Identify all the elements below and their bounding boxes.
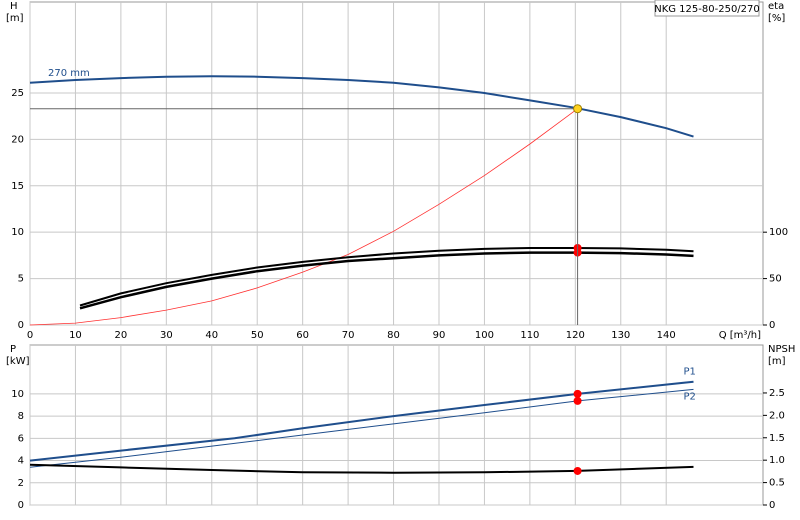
y-axis-unit: [kW] (6, 356, 30, 367)
curve (79, 251, 694, 310)
y-tick-label: 10 (11, 227, 24, 238)
y-tick-label: 6 (18, 433, 24, 444)
y2-tick-label: 2.5 (769, 388, 785, 399)
x-tick-label: 30 (160, 330, 173, 341)
y-tick-label: 20 (11, 134, 24, 145)
y2-tick-label: 2.0 (769, 410, 785, 421)
duty-point (573, 396, 582, 405)
y2-tick-label: 0.5 (769, 478, 785, 489)
curve (29, 388, 694, 468)
x-tick-label: 140 (657, 330, 676, 341)
x-tick-label: 130 (611, 330, 630, 341)
series-label: P2 (683, 391, 695, 402)
curve (29, 75, 694, 138)
x-tick-label: 120 (566, 330, 585, 341)
series-label: P1 (683, 367, 695, 378)
y-tick-label: 25 (11, 88, 24, 99)
series-label: 270 mm (48, 68, 90, 79)
plot-frame (29, 344, 764, 506)
y-tick-label: 10 (11, 389, 24, 400)
curve (79, 247, 694, 307)
y-tick-label: 8 (18, 411, 24, 422)
x-tick-label: 20 (115, 330, 128, 341)
y-tick-label: 2 (18, 478, 24, 489)
x-tick-label: 80 (387, 330, 400, 341)
x-tick-label: 50 (251, 330, 264, 341)
y-tick-label: 0 (18, 500, 24, 511)
plot-frame (29, 1, 764, 326)
y2-tick-label: 0 (769, 320, 775, 331)
y2-axis-label: eta (768, 1, 784, 12)
x-tick-label: 60 (296, 330, 309, 341)
y-tick-label: 5 (18, 274, 24, 285)
curve (29, 108, 578, 326)
duty-point (573, 466, 582, 475)
y-tick-label: 4 (18, 456, 24, 467)
x-axis-label: Q [m³/h] (719, 330, 761, 341)
y2-tick-label: 1.5 (769, 433, 785, 444)
curve (29, 380, 694, 462)
y2-axis-unit: [m] (768, 356, 786, 367)
y2-tick-label: 50 (769, 274, 782, 285)
y-axis-label: H (10, 1, 18, 12)
y2-tick-label: 0 (769, 500, 775, 511)
y-axis-label: P (10, 344, 16, 355)
y2-axis-label: NPSH (768, 344, 795, 355)
y-tick-label: 15 (11, 181, 24, 192)
chart-title: NKG 125-80-250/270 (654, 4, 760, 15)
x-tick-label: 10 (69, 330, 82, 341)
x-tick-label: 90 (433, 330, 446, 341)
y-tick-label: 0 (18, 320, 24, 331)
x-tick-label: 110 (520, 330, 539, 341)
y-axis-unit: [m] (6, 13, 24, 24)
x-tick-label: 0 (27, 330, 33, 341)
duty-point (573, 104, 583, 114)
duty-point (573, 389, 582, 398)
y2-tick-label: 100 (769, 227, 788, 238)
y2-axis-unit: [%] (768, 13, 785, 24)
curve (29, 463, 694, 474)
x-tick-label: 70 (342, 330, 355, 341)
x-tick-label: 100 (475, 330, 494, 341)
y2-tick-label: 1.0 (769, 455, 785, 466)
title-box (654, 0, 760, 17)
x-tick-label: 40 (205, 330, 218, 341)
